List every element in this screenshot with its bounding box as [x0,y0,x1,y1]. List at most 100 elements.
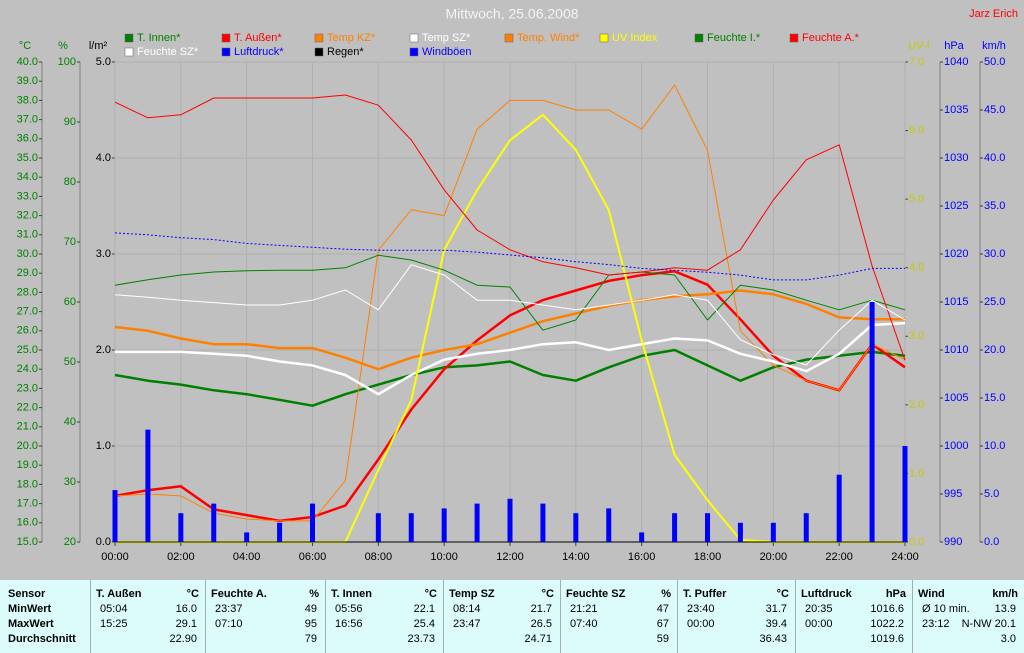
x-tick-label: 24:00 [891,551,919,563]
time-cell: 00:00 [805,618,833,630]
x-tick-label: 18:00 [694,551,722,563]
column-separator [325,580,326,653]
column-unit: km/h [992,588,1018,600]
legend-swatch [409,33,419,43]
column-name: Temp SZ [449,588,495,600]
x-tick-label: 06:00 [299,551,327,563]
y-tick-label: 40.0 [984,152,1005,164]
y-tick-label: 1035 [944,104,968,116]
y-tick-label: 80 [64,176,76,188]
y-tick-label: 2.0 [96,344,111,356]
legend-swatch [221,33,231,43]
value-cell: 29.1 [175,618,197,630]
value-cell: 67 [656,618,669,630]
column-name: Luftdruck [801,588,852,600]
column-separator [912,580,913,653]
time-cell: 08:14 [453,603,481,615]
value-cell: 13.9 [994,603,1016,615]
y-tick-label: 25.0 [984,296,1005,308]
average-cell: 1019.6 [870,633,904,645]
legend-label: Windböen [422,46,472,58]
y-tick-label: 7.0 [909,56,924,68]
row-label: MaxWert [8,618,54,630]
legend-swatch [504,33,514,43]
chart: Mittwoch, 25.06.2008 Jarz Erich °C 15.0 16… [17,6,1018,563]
time-cell: 23:47 [453,618,481,630]
column-unit: °C [424,588,437,600]
y-tick-label: 1040 [944,56,968,68]
value-cell: 16.0 [175,603,197,615]
y-tick-label: 6.0 [909,124,924,136]
series-line [114,289,905,371]
column-unit: % [309,588,319,600]
y-tick-label: 40.0 [17,56,38,68]
y-tick-label: 990 [944,536,962,548]
value-cell: 95 [304,618,317,630]
y-tick-label: 26.0 [17,325,38,337]
author: Jarz Erich [969,8,1018,20]
time-cell: 07:10 [215,618,243,630]
y-tick-label: 50.0 [984,56,1005,68]
x-tick-label: 16:00 [628,551,656,563]
y-tick-label: 40 [64,416,76,428]
column-separator [677,580,678,653]
series-line [114,270,906,523]
y-tick-label: 36.0 [17,133,38,145]
y-tick-label: 50 [64,356,76,368]
legend-swatch [221,47,231,57]
y-tick-label: 31.0 [17,229,38,241]
time-cell: Ø 10 min. [922,603,970,615]
legend-label: Feuchte A.* [802,32,860,44]
legend-label: Temp. Wind* [517,32,580,44]
y-tick-label: 5.0 [909,193,924,205]
time-cell: 23:37 [215,603,243,615]
column-name: T. Außen [96,588,142,600]
time-cell: 20:35 [805,603,833,615]
column-separator [560,580,561,653]
legend-label: UV Index [612,32,658,44]
value-cell: 1016.6 [870,603,904,615]
y-tick-label: 35.0 [984,200,1005,212]
legend-label: T. Außen* [234,32,282,44]
y-tick-label: 70 [64,236,76,248]
column-name: Wind [918,588,945,600]
time-cell: 05:04 [100,603,128,615]
y-tick-label: 18.0 [17,478,38,490]
y-tick-label: 29.0 [17,267,38,279]
y-tick-label: 27.0 [17,306,38,318]
time-cell: 16:56 [335,618,363,630]
y-tick-label: 1025 [944,200,968,212]
value-cell: N-NW 20.1 [961,618,1016,630]
column-separator [205,580,206,653]
y-tick-label: 1015 [944,296,968,308]
column-unit: °C [541,588,554,600]
legend-label: Feuchte I.* [707,32,761,44]
time-cell: 23:40 [687,603,715,615]
column-name: Feuchte SZ [566,588,626,600]
legend-label: Temp SZ* [422,32,471,44]
y-tick-label: 45.0 [984,104,1005,116]
y-tick-label: 0.0 [984,536,999,548]
series-line [114,254,906,331]
y-tick-label: 100 [58,56,76,68]
series-line [114,94,906,361]
x-tick-label: 04:00 [233,551,261,563]
value-cell: 1022.2 [870,618,904,630]
column-unit: °C [186,588,199,600]
legend-swatch [599,33,609,43]
axis-unit: % [58,40,68,52]
y-tick-label: 20 [64,536,76,548]
average-cell: 59 [656,633,669,645]
time-cell: 00:00 [687,618,715,630]
column-separator [90,580,91,653]
x-tick-label: 12:00 [496,551,524,563]
time-cell: 23:12 [922,618,950,630]
y-tick-label: 90 [64,116,76,128]
y-tick-label: 5.0 [96,56,111,68]
y-tick-label: 28.0 [17,286,38,298]
y-tick-label: 60 [64,296,76,308]
column-name: Feuchte A. [211,588,267,600]
value-cell: 47 [656,603,669,615]
legend-label: Feuchte SZ* [137,46,199,58]
y-tick-label: 32.0 [17,210,38,222]
